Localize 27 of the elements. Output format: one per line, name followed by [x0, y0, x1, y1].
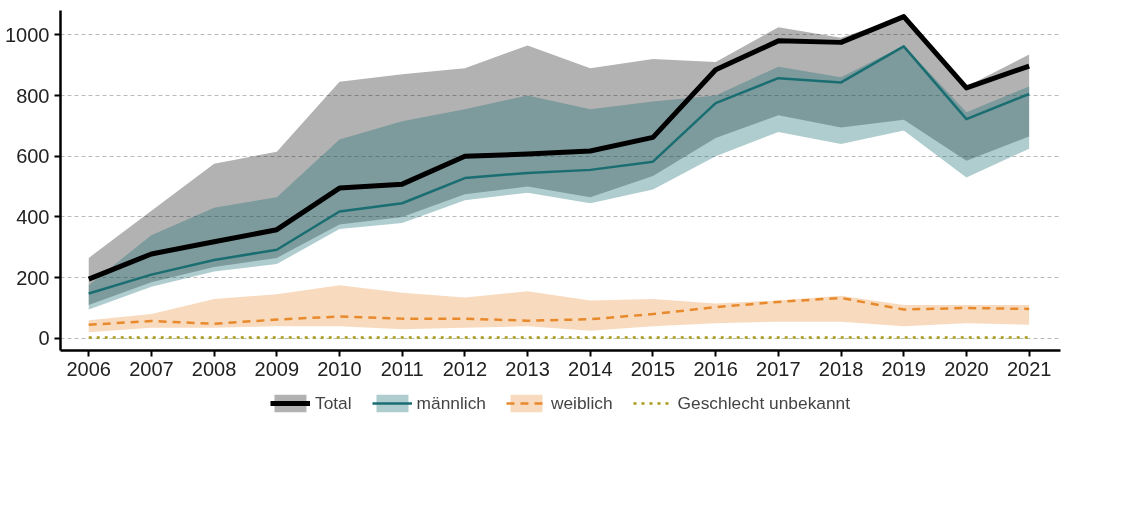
- y-tick-label: 200: [16, 266, 50, 289]
- x-tick-label: 2007: [129, 357, 174, 380]
- x-tick-label: 2014: [568, 357, 613, 380]
- x-tick-label: 2018: [818, 357, 864, 380]
- line-series: [87, 296, 1031, 326]
- x-tick-label: 2013: [505, 357, 550, 380]
- x-tick-label: 2006: [66, 357, 111, 380]
- legend-label: Total: [314, 392, 352, 414]
- x-tick-label: 2012: [442, 357, 488, 380]
- legend-label: weiblich: [550, 392, 613, 414]
- y-tick-label: 400: [16, 205, 50, 228]
- y-tick-label: 600: [16, 145, 50, 168]
- x-tick-label: 2016: [693, 357, 738, 380]
- y-tick-label: 1000: [5, 23, 50, 46]
- x-tick-label: 2009: [254, 357, 300, 380]
- x-tick-label: 2015: [630, 357, 676, 380]
- x-tick-label: 2017: [756, 357, 801, 380]
- x-tick-label: 2020: [944, 357, 989, 380]
- legend-label: Geschlecht unbekannt: [677, 392, 851, 414]
- x-tick-label: 2021: [1006, 357, 1052, 380]
- x-tick-label: 2011: [380, 357, 424, 380]
- x-tick-label: 2008: [191, 357, 237, 380]
- y-tick-label: 800: [16, 84, 50, 107]
- legend-label: männlich: [416, 392, 486, 414]
- x-tick-label: 2010: [317, 357, 362, 380]
- y-tick-label: 0: [38, 327, 50, 350]
- x-tick-label: 2019: [881, 357, 927, 380]
